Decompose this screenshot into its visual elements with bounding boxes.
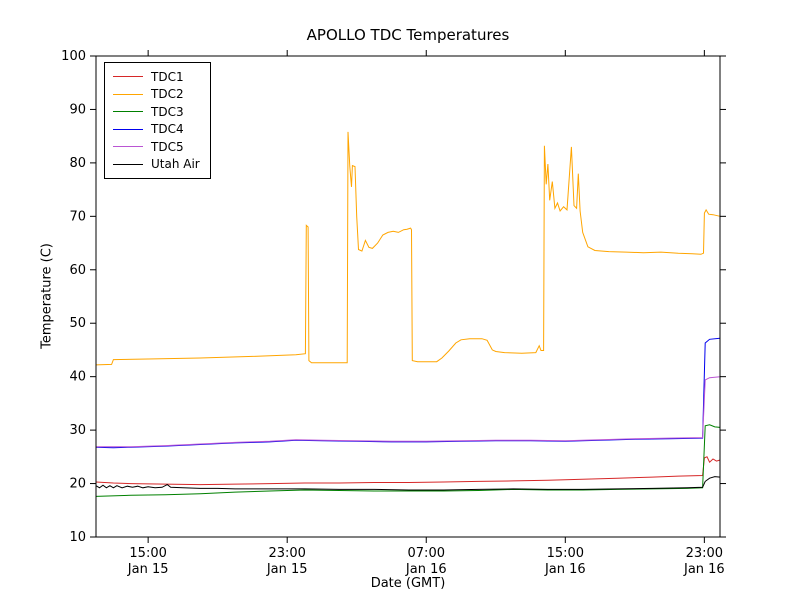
y-tick-label: 50: [69, 316, 86, 331]
legend-item-utah-air: Utah Air: [113, 156, 200, 174]
x-tick-label-time: 23:00: [268, 546, 305, 561]
x-tick-label-date: Jan 16: [405, 562, 447, 577]
series-line-utah-air: [95, 476, 721, 491]
legend-label: Utah Air: [151, 157, 200, 172]
legend-line-sample: [113, 76, 143, 78]
legend-item-tdc5: TDC5: [113, 138, 200, 156]
x-tick-label-time: 07:00: [408, 546, 445, 561]
legend-line-sample: [113, 111, 143, 113]
legend-label: TDC3: [151, 104, 184, 119]
legend-line-sample: [113, 146, 143, 148]
chart-title: APOLLO TDC Temperatures: [306, 26, 510, 44]
y-tick-label: 30: [69, 423, 86, 438]
series-line-tdc1: [95, 456, 721, 486]
legend-item-tdc4: TDC4: [113, 121, 200, 139]
legend-line-sample: [113, 128, 143, 130]
legend-line-sample: [113, 163, 143, 165]
plot-frame: [95, 55, 721, 538]
legend-label: TDC2: [151, 87, 184, 102]
y-tick-label: 70: [69, 209, 86, 224]
x-tick-label-date: Jan 16: [683, 562, 725, 577]
y-tick-label: 10: [69, 530, 86, 545]
legend-label: TDC5: [151, 139, 184, 154]
y-tick-label: 100: [61, 49, 86, 64]
x-tick-label-date: Jan 16: [544, 562, 586, 577]
legend-label: TDC1: [151, 69, 184, 84]
legend-item-tdc3: TDC3: [113, 103, 200, 121]
legend: TDC1 TDC2 TDC3 TDC4 TDC5 Utah Air: [104, 62, 211, 179]
y-tick-label: 80: [69, 156, 86, 171]
x-tick-label-time: 15:00: [547, 546, 584, 561]
series-line-tdc2: [95, 131, 721, 366]
y-tick-label: 60: [69, 263, 86, 278]
series-line-tdc3: [95, 424, 721, 497]
x-tick-label-time: 23:00: [686, 546, 723, 561]
x-axis-label: Date (GMT): [370, 576, 446, 591]
y-tick-label: 40: [69, 370, 86, 385]
x-tick-label-date: Jan 15: [127, 562, 169, 577]
legend-item-tdc1: TDC1: [113, 68, 200, 86]
legend-label: TDC4: [151, 122, 184, 137]
series-line-tdc5: [96, 376, 721, 448]
y-tick-label: 20: [69, 477, 86, 492]
x-tick-label-date: Jan 15: [266, 562, 308, 577]
x-tick-label-time: 15:00: [129, 546, 166, 561]
y-tick-label: 90: [69, 102, 86, 117]
legend-line-sample: [113, 93, 143, 95]
legend-item-tdc2: TDC2: [113, 86, 200, 104]
series-line-tdc4: [95, 337, 721, 449]
